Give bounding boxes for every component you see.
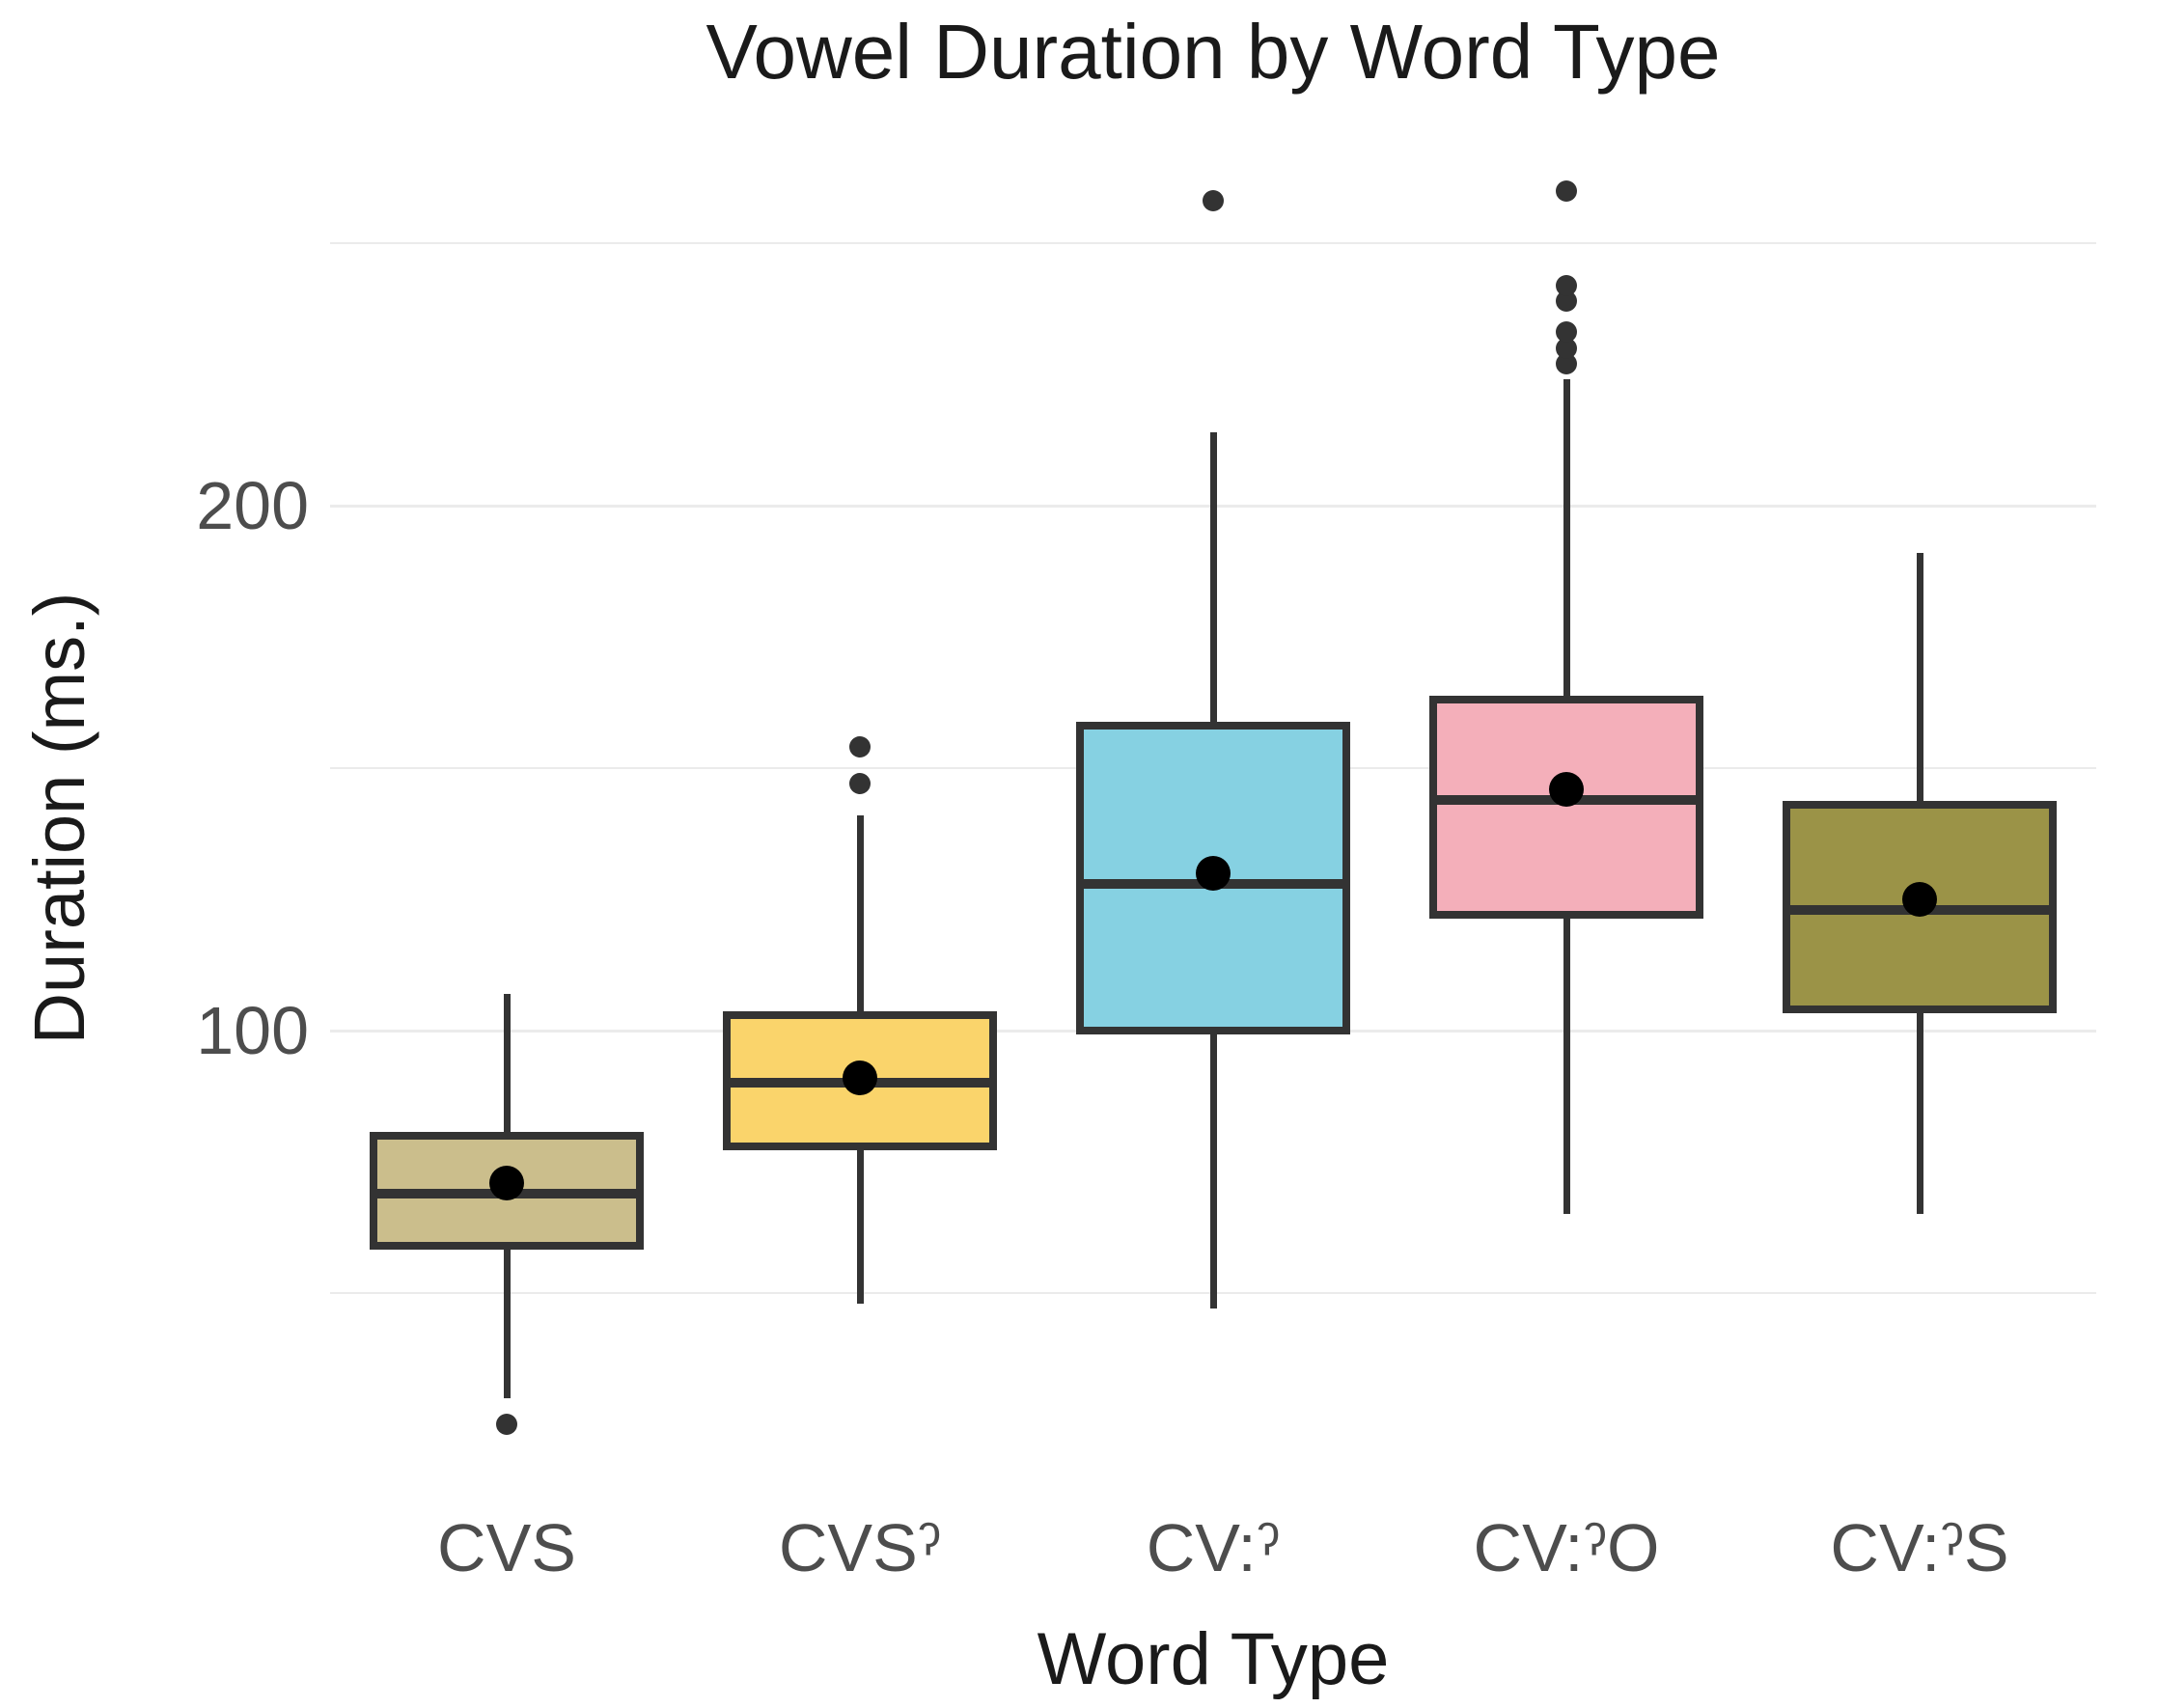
x-tick-label-4: CV:ˀS xyxy=(1830,1510,2009,1585)
outlier-dot-series-3-242 xyxy=(1556,274,1577,296)
mean-dot-series-4 xyxy=(1902,882,1937,917)
outlier-dot-series-3-239 xyxy=(1556,289,1577,312)
outlier-dot-series-3-230 xyxy=(1556,337,1577,359)
lower-whisker-series-3 xyxy=(1563,915,1570,1215)
mean-dot-series-1 xyxy=(843,1060,877,1095)
outlier-dot-series-3-227 xyxy=(1556,353,1577,375)
chart-title: Vowel Duration by Word Type xyxy=(706,9,1721,95)
outlier-dot-series-1-154 xyxy=(849,736,871,758)
lower-whisker-series-2 xyxy=(1209,1031,1217,1309)
upper-whisker-series-3 xyxy=(1563,379,1570,701)
upper-whisker-series-4 xyxy=(1916,552,1923,806)
lower-whisker-series-0 xyxy=(503,1246,511,1398)
outlier-dot-series-3-233 xyxy=(1556,321,1577,344)
upper-whisker-series-1 xyxy=(856,814,864,1015)
upper-whisker-series-2 xyxy=(1209,431,1217,727)
outlier-dot-series-1-147 xyxy=(849,773,871,795)
lower-whisker-series-1 xyxy=(856,1145,864,1304)
mean-dot-series-2 xyxy=(1196,855,1231,891)
gridline-minor-250 xyxy=(330,242,2096,244)
x-tick-label-2: CV:ˀ xyxy=(1146,1510,1281,1585)
x-axis-title: Word Type xyxy=(1037,1618,1390,1700)
mean-dot-series-3 xyxy=(1549,771,1584,807)
outlier-dot-series-3-260 xyxy=(1556,179,1577,202)
y-tick-label-100: 100 xyxy=(196,993,309,1068)
x-tick-label-0: CVS xyxy=(437,1510,576,1585)
upper-whisker-series-0 xyxy=(503,993,511,1136)
outlier-dot-series-0-25 xyxy=(496,1414,517,1435)
iqr-box-series-3 xyxy=(1429,696,1703,920)
lower-whisker-series-4 xyxy=(1916,1009,1923,1215)
y-tick-label-200: 200 xyxy=(196,468,309,543)
x-tick-label-1: CVSˀ xyxy=(778,1510,942,1585)
outlier-dot-series-2-258 xyxy=(1203,190,1224,212)
mean-dot-series-0 xyxy=(489,1165,524,1200)
x-tick-label-3: CV:ˀO xyxy=(1473,1510,1660,1585)
